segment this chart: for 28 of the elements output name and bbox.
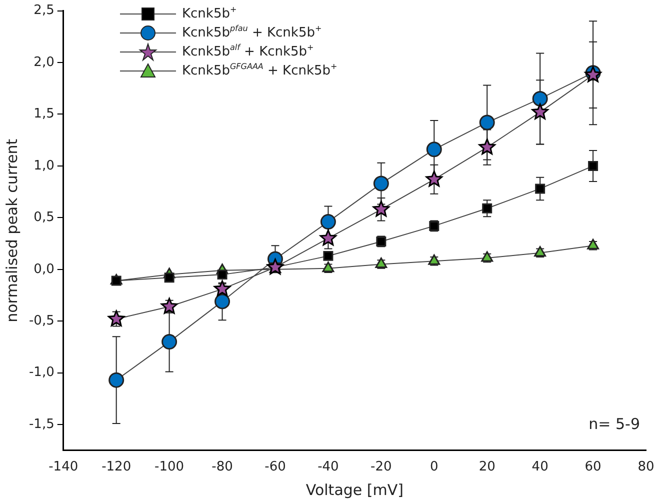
y-tick-label: 2,0 <box>34 54 54 70</box>
y-axis-title: normalised peak current <box>2 138 21 322</box>
x-tick-label: -20 <box>370 460 392 475</box>
x-tick-label: -80 <box>212 460 233 475</box>
x-tick-label: 80 <box>638 460 654 475</box>
y-tick-label: 0,5 <box>34 210 54 226</box>
x-tick-label: 20 <box>478 460 496 475</box>
y-tick-label: 0,0 <box>34 262 54 277</box>
x-tick-label: -140 <box>48 460 78 475</box>
y-tick-label: 2,5 <box>34 3 54 18</box>
legend-label: Kcnk5b$^{+}$ <box>182 5 237 22</box>
x-tick-label: 0 <box>430 460 438 475</box>
y-tick-label: 1,5 <box>34 106 54 122</box>
x-tick-label: 40 <box>532 460 548 475</box>
y-tick-label: -1,0 <box>28 365 54 380</box>
legend-label: Kcnk5b$^{GFGAAA}$ + Kcnk5b$^{+}$ <box>182 62 338 79</box>
annotation: n= 5-9 <box>588 414 640 433</box>
y-tick-label: -1,5 <box>28 416 54 432</box>
y-tick-label: -0,5 <box>28 313 54 328</box>
y-tick-label: 1,0 <box>34 158 54 174</box>
legend-label: Kcnk5b$^{pfau}$ + Kcnk5b$^{+}$ <box>182 24 322 41</box>
x-tick-label: -120 <box>102 460 132 475</box>
x-tick-label: -100 <box>154 460 184 475</box>
x-axis-title: Voltage [mV] <box>306 480 404 499</box>
x-tick-label: 60 <box>584 460 602 475</box>
x-tick-label: -40 <box>318 460 339 475</box>
x-tick-label: -60 <box>264 460 286 475</box>
legend-label: Kcnk5b$^{alf}$ + Kcnk5b$^{+}$ <box>182 43 314 60</box>
